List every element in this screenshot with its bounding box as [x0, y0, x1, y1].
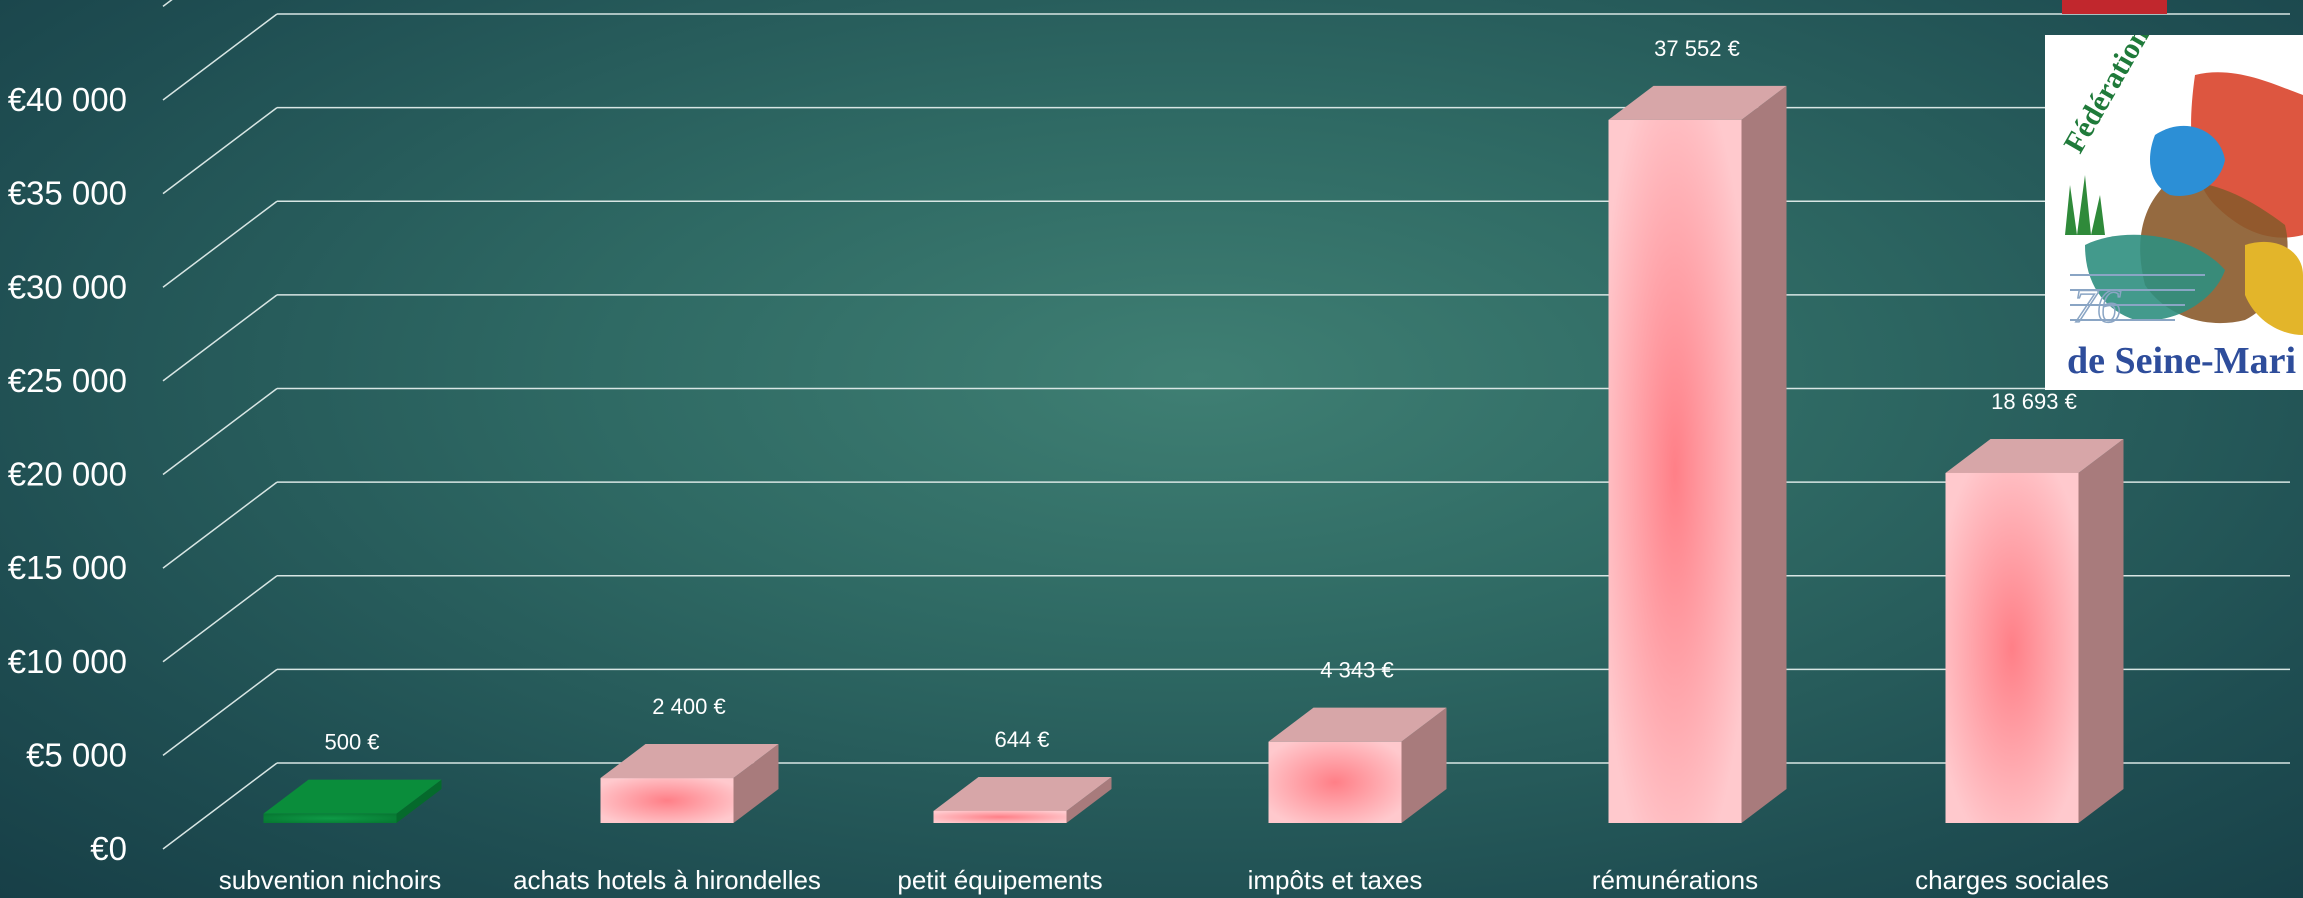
y-tick-label: €35 000: [8, 175, 127, 212]
data-label: 2 400 €: [652, 694, 725, 719]
bar-5: [1945, 438, 2124, 823]
category-label: achats hotels à hirondelles: [513, 865, 821, 895]
bar-front: [263, 813, 397, 823]
bar-0: [263, 779, 442, 823]
y-tick-label: €15 000: [8, 549, 127, 586]
y-tick-label: €10 000: [8, 643, 127, 680]
bar-top: [1945, 438, 2124, 473]
category-label: impôts et taxes: [1248, 865, 1423, 895]
grid-depth-line: [162, 294, 278, 382]
logo-number: 76: [2073, 280, 2121, 333]
grid-depth-line: [162, 481, 278, 569]
grid-layer: [162, 0, 2290, 850]
grid-depth-line: [162, 200, 278, 288]
bar-side: [733, 744, 779, 823]
grid-depth-line: [162, 387, 278, 476]
grid-depth-line: [162, 107, 278, 195]
grid-depth-line: [162, 575, 278, 663]
grid-depth-line: [162, 13, 278, 101]
bar-front: [933, 810, 1067, 823]
data-label: 500 €: [324, 730, 379, 755]
category-label: petit équipements: [897, 865, 1102, 895]
category-label: charges sociales: [1915, 865, 2109, 895]
bar-front: [1945, 472, 2079, 823]
category-label: subvention nichoirs: [219, 865, 442, 895]
y-tick-label: €25 000: [8, 362, 127, 399]
grid-depth-line: [162, 668, 278, 756]
bar-4: [1608, 85, 1787, 823]
bar-top: [263, 779, 442, 814]
grid-depth-line: [162, 762, 278, 850]
bar-front: [1268, 741, 1402, 823]
bar-3: [1268, 707, 1447, 823]
grid-depth-line: [162, 0, 173, 7]
bar-front: [600, 778, 734, 823]
y-tick-label: €0: [90, 830, 127, 867]
logo-bottom-text: de Seine-Mari: [2067, 340, 2296, 382]
bar-side: [2078, 438, 2124, 823]
bar-side: [1066, 776, 1112, 823]
labels-layer: 500 € subvention nichoirs 2 400 € achats ho…: [219, 36, 2109, 895]
logo-artwork: Fédération des C 76 de Seine-Mari: [2057, 35, 2303, 382]
data-label: 37 552 €: [1654, 36, 1740, 61]
bar-top: [933, 776, 1112, 811]
bar-top: [1268, 707, 1447, 742]
y-tick-label: €30 000: [8, 268, 127, 305]
y-tick-label: €5 000: [26, 736, 127, 773]
data-label: 644 €: [994, 727, 1049, 752]
y-axis-ticks: €0 €5 000 €10 000 €15 000 €20 000 €25 000 €30 …: [8, 81, 127, 867]
data-label: 18 693 €: [1991, 389, 2077, 414]
bar-1: [600, 744, 779, 823]
bar-side: [1401, 707, 1447, 823]
bar-2: [933, 776, 1112, 823]
data-label: 4 343 €: [1320, 658, 1393, 683]
category-label: rémunérations: [1592, 865, 1758, 895]
bar-front: [1608, 119, 1742, 823]
y-tick-label: €40 000: [8, 81, 127, 118]
y-tick-label: €20 000: [8, 456, 127, 493]
federation-logo: Fédération des C 76 de Seine-Mari: [2045, 35, 2303, 390]
logo-top-tab: [2062, 0, 2167, 14]
bar-top: [600, 744, 779, 779]
bar-side: [1741, 85, 1787, 823]
bars-layer: [263, 85, 2124, 823]
bar-top: [1608, 85, 1787, 120]
bar-side: [396, 779, 442, 823]
